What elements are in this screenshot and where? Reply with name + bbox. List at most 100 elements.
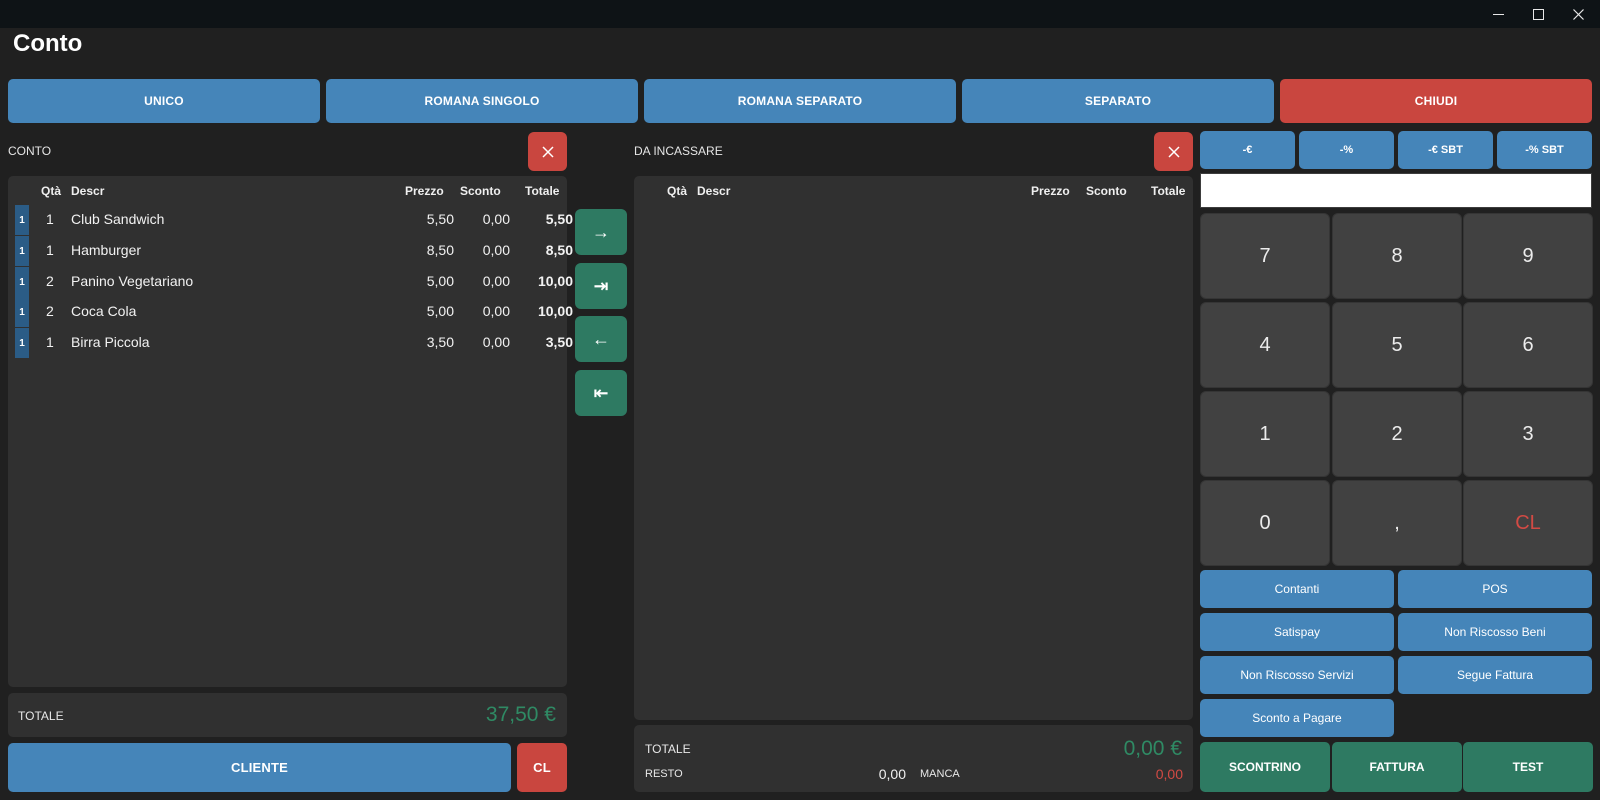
- conto-col-qty: Qtà: [41, 184, 62, 198]
- incassare-col-price: Prezzo: [1031, 184, 1070, 198]
- manca-value: 0,00: [1155, 766, 1183, 782]
- row-discount: 0,00: [482, 242, 510, 258]
- discount-euro-subtotal-button[interactable]: -€ SBT: [1398, 131, 1493, 169]
- row-price: 8,50: [426, 242, 454, 258]
- row-price: 3,50: [426, 334, 454, 350]
- key-comma[interactable]: ,: [1332, 480, 1462, 566]
- row-descr: Hamburger: [71, 242, 142, 258]
- incassare-col-qty: Qtà: [667, 184, 688, 198]
- conto-col-total: Totale: [525, 184, 560, 198]
- arrow-left-icon: ←: [592, 328, 610, 349]
- incassare-items-panel: [634, 176, 1193, 720]
- conto-section-label: CONTO: [8, 144, 52, 158]
- arrow-right-icon: →: [592, 221, 610, 242]
- incassare-total-panel: [634, 725, 1193, 792]
- cliente-button[interactable]: CLIENTE: [8, 743, 511, 792]
- pos-button[interactable]: POS: [1398, 570, 1592, 608]
- fattura-button[interactable]: FATTURA: [1332, 742, 1462, 792]
- discount-euro-button[interactable]: -€: [1200, 131, 1295, 169]
- title-bar: [0, 0, 1600, 28]
- key-6[interactable]: 6: [1463, 302, 1593, 388]
- key-1[interactable]: 1: [1200, 391, 1330, 477]
- amount-input[interactable]: [1200, 173, 1592, 208]
- conto-row[interactable]: 1 1 Club Sandwich 5,50 0,00 5,50: [15, 205, 573, 235]
- discount-percent-subtotal-button[interactable]: -% SBT: [1497, 131, 1592, 169]
- chiudi-button[interactable]: CHIUDI: [1280, 79, 1592, 123]
- conto-row[interactable]: 1 1 Birra Piccola 3,50 0,00 3,50: [15, 328, 573, 358]
- sconto-a-pagare-button[interactable]: Sconto a Pagare: [1200, 699, 1394, 737]
- discount-percent-button[interactable]: -%: [1299, 131, 1394, 169]
- minimize-icon[interactable]: [1478, 0, 1518, 28]
- separato-button[interactable]: SEPARATO: [962, 79, 1274, 123]
- row-descr: Club Sandwich: [71, 211, 165, 227]
- romana-singolo-button[interactable]: ROMANA SINGOLO: [326, 79, 638, 123]
- incassare-total-label: TOTALE: [645, 742, 691, 756]
- conto-row[interactable]: 1 1 Hamburger 8,50 0,00 8,50: [15, 236, 573, 266]
- key-0[interactable]: 0: [1200, 480, 1330, 566]
- key-clear[interactable]: CL: [1463, 480, 1593, 566]
- key-4[interactable]: 4: [1200, 302, 1330, 388]
- row-total: 8,50: [545, 242, 573, 258]
- satispay-button[interactable]: Satispay: [1200, 613, 1394, 651]
- row-qty: 2: [46, 303, 54, 319]
- move-one-left-button[interactable]: ←: [575, 316, 627, 362]
- row-total: 10,00: [537, 303, 573, 319]
- close-icon: [541, 145, 554, 158]
- resto-label: RESTO: [645, 768, 683, 780]
- row-descr: Coca Cola: [71, 303, 137, 319]
- clear-incassare-button[interactable]: [1154, 132, 1193, 171]
- move-all-right-button[interactable]: ⇥: [575, 263, 627, 309]
- row-descr: Birra Piccola: [71, 334, 150, 350]
- manca-label: MANCA: [920, 768, 960, 780]
- close-icon[interactable]: [1558, 0, 1598, 28]
- conto-items-panel: [8, 176, 567, 687]
- row-price: 5,00: [426, 273, 454, 289]
- incassare-total-value: 0,00 €: [1123, 737, 1182, 760]
- contanti-button[interactable]: Contanti: [1200, 570, 1394, 608]
- key-3[interactable]: 3: [1463, 391, 1593, 477]
- segue-fattura-button[interactable]: Segue Fattura: [1398, 656, 1592, 694]
- scontrino-button[interactable]: SCONTRINO: [1200, 742, 1330, 792]
- row-qty: 1: [46, 211, 54, 227]
- row-discount: 0,00: [482, 211, 510, 227]
- conto-cl-button[interactable]: CL: [517, 743, 567, 792]
- row-price: 5,00: [426, 303, 454, 319]
- row-qty: 2: [46, 273, 54, 289]
- resto-value: 0,00: [878, 766, 906, 782]
- conto-total-panel: [8, 693, 567, 737]
- test-button[interactable]: TEST: [1463, 742, 1593, 792]
- conto-row[interactable]: 1 2 Panino Vegetariano 5,00 0,00 10,00: [15, 267, 573, 297]
- conto-col-price: Prezzo: [405, 184, 444, 198]
- row-tag: 1: [15, 297, 29, 327]
- row-qty: 1: [46, 334, 54, 350]
- maximize-icon[interactable]: [1518, 0, 1558, 28]
- clear-conto-button[interactable]: [528, 132, 567, 171]
- row-tag: 1: [15, 267, 29, 297]
- conto-col-descr: Descr: [71, 184, 105, 198]
- key-5[interactable]: 5: [1332, 302, 1462, 388]
- row-descr: Panino Vegetariano: [71, 273, 194, 289]
- row-total: 10,00: [537, 273, 573, 289]
- key-8[interactable]: 8: [1332, 213, 1462, 299]
- incassare-col-total: Totale: [1151, 184, 1186, 198]
- incassare-col-discount: Sconto: [1086, 184, 1127, 198]
- row-total: 3,50: [545, 334, 573, 350]
- row-discount: 0,00: [482, 334, 510, 350]
- key-9[interactable]: 9: [1463, 213, 1593, 299]
- move-all-left-button[interactable]: ⇤: [575, 370, 627, 416]
- conto-col-discount: Sconto: [460, 184, 501, 198]
- row-discount: 0,00: [482, 303, 510, 319]
- key-2[interactable]: 2: [1332, 391, 1462, 477]
- row-tag: 1: [15, 328, 29, 358]
- non-riscosso-servizi-button[interactable]: Non Riscosso Servizi: [1200, 656, 1394, 694]
- romana-separato-button[interactable]: ROMANA SEPARATO: [644, 79, 956, 123]
- incassare-section-label: DA INCASSARE: [634, 144, 723, 158]
- move-one-right-button[interactable]: →: [575, 209, 627, 255]
- row-tag: 1: [15, 236, 29, 266]
- non-riscosso-beni-button[interactable]: Non Riscosso Beni: [1398, 613, 1592, 651]
- unico-button[interactable]: UNICO: [8, 79, 320, 123]
- key-7[interactable]: 7: [1200, 213, 1330, 299]
- conto-total-value: 37,50 €: [485, 703, 556, 726]
- conto-row[interactable]: 1 2 Coca Cola 5,00 0,00 10,00: [15, 297, 573, 327]
